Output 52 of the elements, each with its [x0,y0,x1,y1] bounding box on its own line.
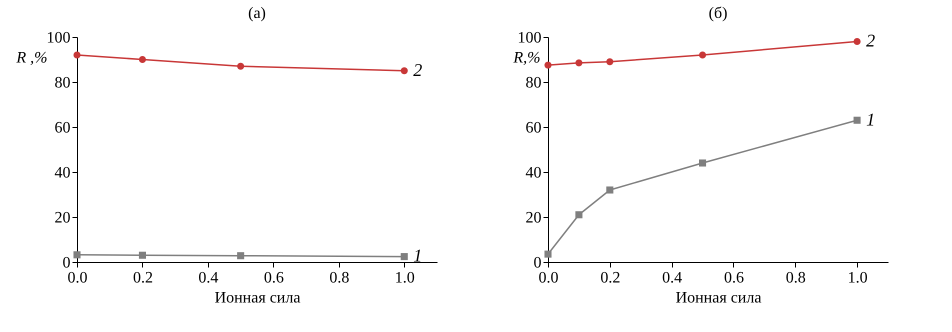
y-tick-label: 0 [62,254,70,272]
point [606,186,614,194]
y-tick-label: 40 [54,164,70,182]
x-tick-label: 1.0 [848,270,868,286]
y-tick-label: 20 [526,210,542,226]
y-tick-label: 60 [54,120,70,136]
point [854,38,861,46]
point [400,67,408,74]
x-axis-title: Ионная сила [214,290,300,306]
x-tick-label: 1.0 [394,270,415,286]
x-tick-label: 0.2 [600,270,620,286]
point [606,58,614,66]
y-tick-label: 0 [534,254,542,272]
series-label: 1 [866,109,876,130]
chart-title: (а) [248,5,266,22]
x-tick-label: 0.2 [132,270,153,286]
point [73,251,81,258]
x-tick-label: 0.8 [786,270,806,286]
x-tick-label: 0.0 [538,270,558,286]
y-tick-label: 100 [518,30,542,46]
y-tick-label: 40 [526,164,542,182]
y-axis-title: R ,% [15,50,48,66]
x-tick-label: 0.6 [724,270,744,286]
x-tick-label: 0.4 [662,270,682,286]
x-tick-label: 0.8 [329,270,350,286]
y-tick-label: 80 [54,74,70,92]
x-tick-label: 0.0 [68,270,88,286]
y-tick-label: 100 [46,30,70,46]
point [400,253,408,260]
y-tick-label: 20 [54,210,70,226]
series-label: 1 [413,246,422,266]
point [575,211,582,218]
series-label: 2 [413,60,422,80]
point [575,59,582,66]
x-tick-label: 0.4 [198,270,218,286]
point [138,252,146,259]
point [73,51,81,59]
point [699,51,706,59]
y-tick-label: 80 [526,74,542,92]
point [854,116,861,124]
x-axis-title: Ионная сила [676,290,762,306]
point [544,62,552,69]
point [699,159,706,167]
point [237,252,244,260]
y-tick-label: 60 [526,120,542,136]
point [544,250,552,258]
point [138,56,146,64]
series-label: 2 [866,30,876,50]
chart-title: (б) [708,5,728,22]
x-tick-label: 0.6 [264,270,284,286]
point [237,62,244,70]
y-axis-title: R,% [512,50,540,66]
